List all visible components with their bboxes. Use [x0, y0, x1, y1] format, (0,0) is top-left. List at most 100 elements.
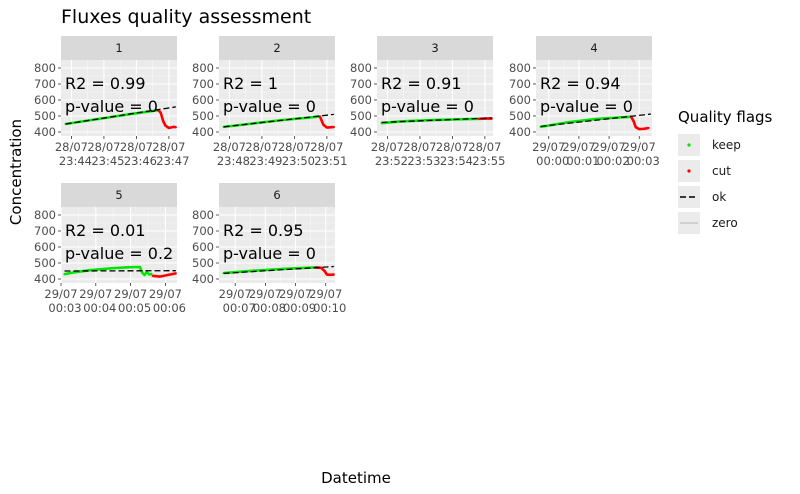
x-tick-label-date: 28/07: [87, 140, 120, 154]
facet-strip: [377, 36, 493, 60]
y-tick-label: 800: [509, 61, 531, 75]
data-point-keep: [88, 269, 92, 272]
x-tick-label-date: 28/07: [403, 140, 436, 154]
x-tick-label-time: 00:08: [253, 301, 286, 315]
data-point-keep: [152, 109, 155, 112]
x-tick-label-date: 29/07: [249, 287, 282, 301]
r2-annotation: R2 = 0.91: [381, 74, 462, 93]
y-tick-label: 500: [509, 109, 531, 123]
y-tick-label: 500: [34, 109, 56, 123]
data-point-cut: [323, 269, 326, 273]
legend-title: Quality flags: [678, 108, 773, 126]
y-tick-label: 500: [192, 109, 214, 123]
x-tick-label-date: 28/07: [213, 140, 246, 154]
data-point-cut: [172, 125, 175, 128]
x-tick-label-time: 23:52: [375, 154, 408, 168]
data-point-keep: [112, 267, 115, 270]
x-tick-label-time: 23:50: [282, 154, 315, 168]
y-tick-label: 800: [192, 61, 214, 75]
facet-strip-label: 4: [590, 41, 597, 55]
x-tick-label-time: 23:51: [314, 154, 347, 168]
y-tick-label: 600: [192, 240, 214, 254]
pvalue-annotation: p-value = 0: [223, 244, 316, 263]
x-tick-label-time: 23:45: [91, 154, 124, 168]
data-point-cut: [318, 115, 322, 118]
facet-panel-1: 140050060070080028/0723:4428/0723:4528/0…: [34, 36, 189, 168]
facet-strip-label: 2: [273, 41, 280, 55]
fit-line-ok: [223, 265, 334, 275]
x-tick-label-time: 23:46: [124, 154, 157, 168]
fit-line-ok: [223, 113, 334, 128]
facet-panel-4: 440050060070080029/0700:0029/0700:0129/0…: [509, 36, 660, 168]
data-point-cut: [647, 126, 650, 130]
data-point-cut: [329, 273, 332, 276]
x-tick-label-date: 28/07: [310, 140, 343, 154]
legend-label-cut: cut: [712, 164, 731, 178]
x-tick-label-date: 29/07: [219, 287, 252, 301]
data-point-keep: [148, 273, 151, 276]
r2-annotation: R2 = 0.95: [223, 221, 304, 240]
x-tick-label-date: 29/07: [532, 140, 565, 154]
data-point-cut: [167, 126, 170, 130]
x-tick-label-time: 23:47: [156, 154, 189, 168]
legend-key-point: [687, 143, 691, 147]
data-point-keep: [143, 273, 146, 277]
x-tick-label-date: 29/07: [562, 140, 595, 154]
r2-annotation: R2 = 0.01: [65, 221, 146, 240]
legend-label-ok: ok: [712, 190, 726, 204]
r2-annotation: R2 = 0.99: [65, 74, 146, 93]
y-tick-label: 400: [509, 125, 531, 139]
x-tick-label-date: 28/07: [120, 140, 153, 154]
x-tick-label-time: 00:00: [536, 154, 569, 168]
facet-strip: [61, 36, 177, 60]
x-tick-label-time: 23:53: [407, 154, 440, 168]
facet-panels: 140050060070080028/0723:4428/0723:4528/0…: [34, 36, 660, 315]
y-tick-label: 600: [350, 93, 372, 107]
data-point-cut: [319, 266, 323, 269]
data-point-cut: [642, 127, 645, 130]
x-tick-label-date: 28/07: [152, 140, 185, 154]
data-point-cut: [166, 273, 169, 277]
data-point-cut: [487, 117, 490, 120]
x-tick-label-date: 29/07: [114, 287, 147, 301]
data-point-cut: [325, 126, 328, 129]
data-point-cut: [164, 124, 167, 127]
facet-strip-label: 3: [431, 41, 438, 55]
chart-title: Fluxes quality assessment: [61, 6, 311, 28]
x-tick-label-time: 23:55: [472, 154, 505, 168]
data-point-cut: [161, 119, 165, 122]
y-tick-label: 700: [192, 77, 214, 91]
data-point-cut: [159, 111, 162, 114]
facet-strip: [536, 36, 652, 60]
y-tick-label: 600: [34, 240, 56, 254]
y-tick-label: 400: [192, 272, 214, 286]
y-tick-label: 400: [34, 125, 56, 139]
pvalue-annotation: p-value = 0: [381, 97, 474, 116]
y-axis-title: Concentration: [7, 119, 25, 225]
x-tick-label-date: 29/07: [149, 287, 182, 301]
x-tick-label-date: 28/07: [55, 140, 88, 154]
data-point-cut: [151, 274, 154, 277]
data-point-cut: [322, 123, 325, 126]
x-tick-label-time: 00:02: [597, 154, 630, 168]
y-tick-label: 800: [34, 61, 56, 75]
x-tick-label-time: 00:04: [83, 301, 116, 315]
pvalue-annotation: p-value = 0: [223, 97, 316, 116]
x-tick-label-date: 29/07: [79, 287, 112, 301]
facet-panel-3: 340050060070080028/0723:5228/0723:5328/0…: [350, 36, 505, 168]
y-tick-label: 800: [34, 208, 56, 222]
x-tick-label-time: 00:03: [48, 301, 81, 315]
y-tick-label: 400: [350, 125, 372, 139]
r2-annotation: R2 = 1: [223, 74, 278, 93]
fit-line-ok: [65, 106, 176, 125]
fit-line-ok: [381, 117, 492, 124]
data-point-cut: [477, 117, 481, 120]
facet-panel-6: 640050060070080029/0700:0729/0700:0829/0…: [192, 183, 346, 315]
series-cut: [152, 272, 177, 278]
x-tick-label-date: 29/07: [279, 287, 312, 301]
x-tick-label-time: 00:07: [223, 301, 256, 315]
facet-strip-label: 5: [115, 188, 122, 202]
y-tick-label: 600: [509, 93, 531, 107]
y-tick-label: 400: [34, 272, 56, 286]
data-point-keep: [563, 121, 567, 124]
